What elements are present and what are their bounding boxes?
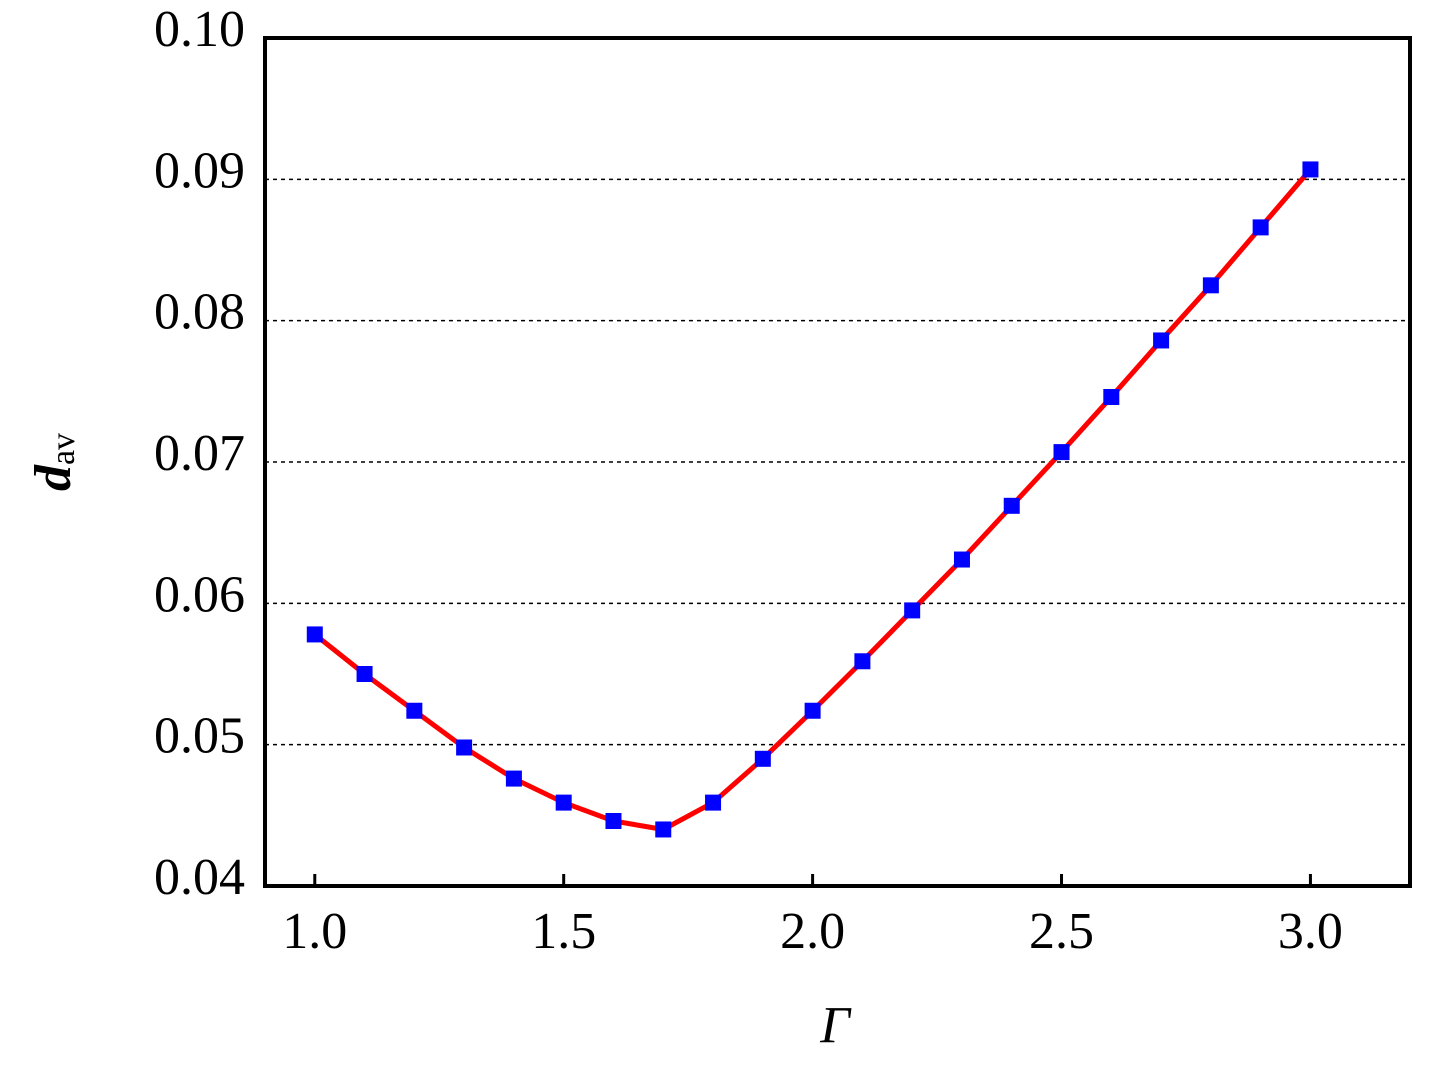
y-tick-label: 0.10: [154, 1, 245, 58]
data-point: [1053, 444, 1070, 461]
data-point: [306, 626, 323, 643]
data-point: [1202, 277, 1219, 294]
y-axis-label-main: d: [25, 464, 82, 491]
y-axis-label: dav: [25, 433, 82, 491]
y-tick-label: 0.04: [154, 849, 245, 906]
data-point: [605, 812, 622, 829]
y-tick-label: 0.06: [154, 566, 245, 623]
data-point: [1153, 332, 1170, 349]
data-point: [953, 551, 970, 568]
data-point: [705, 794, 722, 811]
data-point: [804, 702, 821, 719]
data-point: [1003, 497, 1020, 514]
data-point: [356, 666, 373, 682]
y-tick-label: 0.08: [154, 284, 245, 341]
data-point: [754, 750, 771, 767]
data-point: [555, 794, 572, 811]
data-point: [655, 821, 672, 838]
x-axis-label: Γ: [819, 997, 852, 1054]
data-point: [406, 702, 423, 719]
x-tick-label: 1.5: [531, 903, 596, 960]
data-point: [505, 770, 522, 787]
data-point: [456, 739, 473, 756]
data-line: [313, 167, 1313, 833]
y-tick-label: 0.07: [154, 425, 245, 482]
x-tick-label: 2.0: [780, 903, 845, 960]
y-tick-label: 0.05: [154, 708, 245, 765]
y-axis-label-subscript: av: [45, 433, 82, 465]
x-tick-label: 2.5: [1029, 903, 1094, 960]
data-point: [904, 602, 921, 619]
plot-frame: [263, 36, 1412, 888]
x-tick-label: 3.0: [1278, 903, 1343, 960]
data-point: [1252, 219, 1269, 236]
x-tick-label: 1.0: [282, 903, 347, 960]
data-point: [854, 653, 871, 670]
y-tick-label: 0.09: [154, 142, 245, 199]
data-point: [1302, 161, 1319, 178]
data-point: [1103, 388, 1120, 405]
